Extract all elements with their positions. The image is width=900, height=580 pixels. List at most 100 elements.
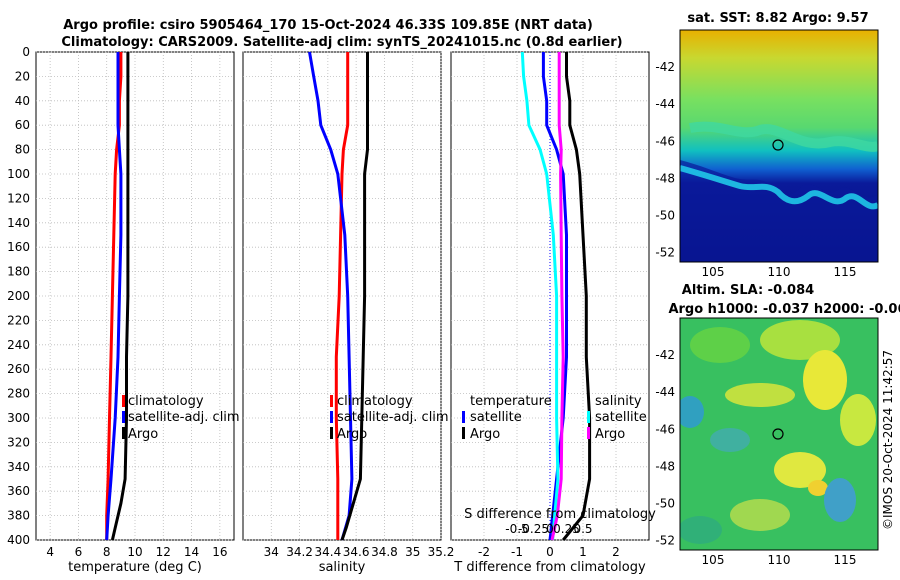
x-tick-label: 34.6 — [343, 545, 370, 559]
map-lon-tick-label: 110 — [768, 265, 791, 279]
x-tick-label: -2 — [478, 545, 490, 559]
legend-swatch-climatology — [330, 395, 333, 407]
legend-label-temp-argo: Argo — [470, 427, 500, 442]
sst-argo-marker — [772, 139, 784, 151]
legend-title-salinity: salinity — [595, 394, 642, 409]
x-tick-label: 34.4 — [314, 545, 341, 559]
depth-tick-label: 340 — [7, 460, 30, 474]
s-diff-tick-label: 0.25 — [553, 522, 580, 536]
legend-label-argo: Argo — [128, 427, 158, 442]
depth-tick-label: 360 — [7, 484, 30, 498]
x-tick-label: 0 — [546, 545, 554, 559]
salinity-difference-xlabel: S difference from climatology — [464, 507, 656, 522]
legend-swatch-argo — [330, 427, 333, 439]
series-line-satellite-adj-clim — [308, 51, 354, 541]
sst-map-title: sat. SST: 8.82 Argo: 9.57 — [687, 11, 868, 26]
map-lat-tick-label: -50 — [655, 497, 675, 511]
depth-tick-label: 260 — [7, 362, 30, 376]
map-lat-tick-label: -52 — [655, 246, 675, 260]
x-tick-label: 34.2 — [286, 545, 313, 559]
map-lon-tick-label: 115 — [834, 553, 857, 567]
depth-tick-label: 160 — [7, 240, 30, 254]
x-tick-label: 4 — [46, 545, 54, 559]
salinity-legend: climatology satellite-adj. clim Argo — [330, 394, 449, 442]
depth-tick-label: 380 — [7, 509, 30, 523]
legend-swatch-temp-satellite — [462, 411, 465, 423]
map-lat-tick-label: -46 — [655, 134, 675, 148]
s-diff-tick-label: -0.25 — [518, 522, 549, 536]
x-tick-label: -1 — [511, 545, 523, 559]
x-tick-label: 16 — [212, 545, 227, 559]
legend-label-climatology: climatology — [337, 394, 413, 409]
s-diff-tick-label: 0 — [546, 522, 554, 536]
map-lat-tick-label: -48 — [655, 459, 675, 473]
depth-tick-label: 300 — [7, 411, 30, 425]
map-lon-tick-label: 115 — [834, 265, 857, 279]
legend-label-climatology: climatology — [128, 394, 204, 409]
depth-tick-label: 140 — [7, 216, 30, 230]
sla-map-title-line1: Altim. SLA: -0.084 — [682, 283, 814, 298]
difference-legend: temperature satellite Argo salinity sate… — [462, 394, 647, 442]
depth-tick-label: 280 — [7, 387, 30, 401]
legend-title-temperature: temperature — [470, 394, 552, 409]
depth-tick-label: 220 — [7, 313, 30, 327]
sst-map-frame — [679, 29, 879, 263]
tick-labels: 0204060801001201401601802002202402602803… — [7, 45, 856, 567]
x-tick-label: 1 — [579, 545, 587, 559]
map-lat-tick-label: -52 — [655, 534, 675, 548]
depth-tick-label: 40 — [15, 94, 30, 108]
depth-tick-label: 180 — [7, 265, 30, 279]
map-lon-tick-label: 105 — [702, 553, 725, 567]
legend-swatch-sal-argo — [587, 427, 590, 439]
sst-map-image — [680, 30, 878, 262]
depth-tick-label: 80 — [15, 143, 30, 157]
sla-argo-marker — [772, 428, 784, 440]
credit-text: ©IMOS 20-Oct-2024 11:42:57 — [881, 350, 895, 530]
sla-map-image — [680, 318, 878, 550]
series-line-argo — [340, 52, 369, 541]
figure-title-line1: Argo profile: csiro 5905464_170 15-Oct-2… — [63, 18, 593, 33]
legend-swatch-temp-argo — [462, 427, 465, 439]
legend-swatch-sal-satellite — [587, 411, 590, 423]
depth-tick-label: 60 — [15, 118, 30, 132]
depth-tick-label: 200 — [7, 289, 30, 303]
map-lon-tick-label: 105 — [702, 265, 725, 279]
legend-label-satellite: satellite-adj. clim — [128, 410, 240, 425]
x-tick-label: 35.2 — [428, 545, 455, 559]
s-diff-tick-label: 0.5 — [573, 522, 592, 536]
depth-tick-label: 20 — [15, 69, 30, 83]
map-lat-tick-label: -50 — [655, 209, 675, 223]
x-tick-label: 10 — [127, 545, 142, 559]
legend-swatch-satellite — [122, 411, 125, 423]
legend-label-sal-argo: Argo — [595, 427, 625, 442]
temperature-xlabel: temperature (deg C) — [68, 560, 202, 575]
salinity-xlabel: salinity — [319, 560, 366, 575]
series-line-argo — [110, 52, 130, 541]
map-lon-tick-label: 110 — [768, 553, 791, 567]
legend-label-satellite: satellite-adj. clim — [337, 410, 449, 425]
sla-map-frame — [679, 317, 879, 551]
difference-xlabel: T difference from climatology — [453, 560, 646, 575]
map-lat-tick-label: -48 — [655, 171, 675, 185]
sla-map-title-line2: Argo h1000: -0.037 h2000: -0.068 — [668, 302, 900, 317]
map-lat-tick-label: -42 — [655, 60, 675, 74]
series-line-temperature-argo — [562, 52, 592, 541]
map-lat-tick-label: -42 — [655, 348, 675, 362]
x-tick-label: 34 — [264, 545, 279, 559]
legend-swatch-satellite — [330, 411, 333, 423]
series-line-salinity-satellite — [520, 51, 560, 541]
depth-tick-label: 0 — [22, 45, 30, 59]
x-tick-label: 34.8 — [371, 545, 398, 559]
legend-label-temp-satellite: satellite — [470, 410, 522, 425]
x-tick-label: 8 — [103, 545, 111, 559]
legend-label-sal-satellite: satellite — [595, 410, 647, 425]
depth-tick-label: 320 — [7, 435, 30, 449]
temperature-legend: climatology satellite-adj. clim Argo — [122, 394, 240, 442]
depth-tick-label: 100 — [7, 167, 30, 181]
depth-tick-label: 400 — [7, 533, 30, 547]
x-tick-label: 35 — [405, 545, 420, 559]
legend-swatch-climatology — [122, 395, 125, 407]
x-tick-label: 14 — [184, 545, 199, 559]
chart-marks — [105, 51, 592, 541]
